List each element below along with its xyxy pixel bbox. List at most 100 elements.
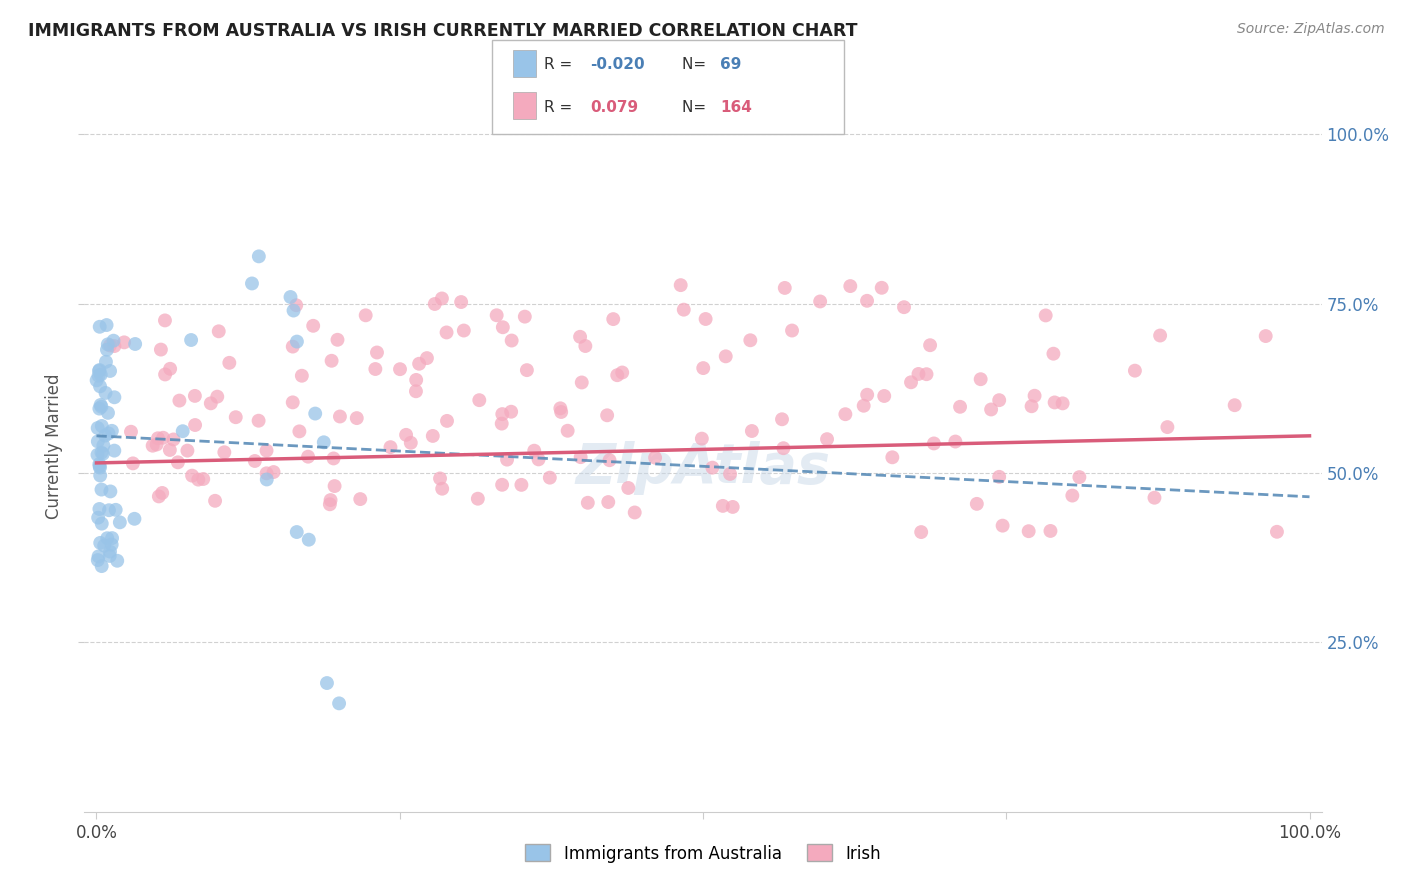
Point	[108, 516, 131, 530]
Point	[87, 368, 110, 383]
Point	[89, 401, 111, 416]
Point	[389, 362, 412, 376]
Point	[571, 376, 593, 390]
Point	[256, 473, 278, 487]
Point	[436, 326, 458, 340]
Point	[302, 318, 325, 333]
Point	[453, 324, 475, 338]
Point	[550, 405, 572, 419]
Point	[146, 431, 169, 445]
Point	[690, 432, 713, 446]
Point	[285, 298, 308, 312]
Point	[598, 495, 620, 509]
Point	[399, 435, 422, 450]
Text: R =: R =	[544, 100, 578, 115]
Point	[966, 497, 988, 511]
Point	[1024, 389, 1046, 403]
Point	[323, 479, 346, 493]
Point	[281, 340, 304, 354]
Point	[882, 450, 904, 465]
Point	[569, 450, 592, 464]
Point	[1043, 395, 1066, 409]
Point	[319, 497, 342, 511]
Y-axis label: Currently Married: Currently Married	[45, 373, 63, 519]
Point	[86, 421, 108, 435]
Point	[467, 491, 489, 506]
Point	[606, 368, 628, 383]
Point	[89, 457, 111, 471]
Point	[187, 473, 209, 487]
Point	[430, 292, 453, 306]
Point	[873, 389, 896, 403]
Point	[513, 310, 536, 324]
Point	[491, 407, 513, 421]
Point	[949, 400, 972, 414]
Point	[256, 443, 278, 458]
Point	[89, 502, 111, 516]
Point	[1018, 524, 1040, 539]
Point	[90, 445, 112, 459]
Point	[1156, 420, 1178, 434]
Point	[1265, 524, 1288, 539]
Point	[94, 428, 117, 442]
Point	[349, 492, 371, 507]
Point	[90, 419, 112, 434]
Point	[100, 484, 122, 499]
Point	[915, 368, 938, 382]
Point	[1062, 489, 1084, 503]
Point	[988, 393, 1011, 408]
Point	[153, 313, 176, 327]
Point	[101, 424, 124, 438]
Point	[176, 443, 198, 458]
Point	[672, 302, 695, 317]
Point	[297, 450, 319, 464]
Point	[283, 303, 305, 318]
Point	[516, 363, 538, 377]
Point	[101, 531, 124, 545]
Point	[184, 417, 207, 432]
Point	[1035, 309, 1057, 323]
Point	[93, 539, 115, 553]
Point	[326, 333, 349, 347]
Point	[159, 361, 181, 376]
Text: 69: 69	[720, 57, 741, 72]
Point	[98, 338, 121, 352]
Point	[90, 483, 112, 497]
Point	[329, 409, 352, 424]
Point	[288, 425, 311, 439]
Text: Source: ZipAtlas.com: Source: ZipAtlas.com	[1237, 22, 1385, 37]
Point	[145, 437, 167, 451]
Point	[1149, 328, 1171, 343]
Point	[316, 676, 339, 690]
Point	[669, 278, 692, 293]
Point	[148, 490, 170, 504]
Point	[1123, 364, 1146, 378]
Point	[285, 334, 308, 349]
Point	[644, 450, 666, 465]
Point	[366, 345, 388, 359]
Point	[808, 294, 831, 309]
Point	[485, 308, 508, 322]
Point	[496, 452, 519, 467]
Point	[225, 410, 247, 425]
Point	[969, 372, 991, 386]
Point	[150, 486, 173, 500]
Point	[87, 434, 110, 449]
Point	[780, 324, 803, 338]
Point	[124, 512, 146, 526]
Point	[550, 401, 572, 416]
Point	[291, 368, 314, 383]
Point	[169, 393, 191, 408]
Point	[96, 318, 118, 332]
Point	[89, 319, 111, 334]
Point	[695, 312, 717, 326]
Legend: Immigrants from Australia, Irish: Immigrants from Australia, Irish	[519, 838, 887, 869]
Point	[104, 503, 127, 517]
Point	[839, 279, 862, 293]
Point	[491, 477, 513, 491]
Point	[243, 454, 266, 468]
Point	[432, 482, 454, 496]
Point	[90, 516, 112, 531]
Point	[711, 499, 734, 513]
Point	[538, 470, 561, 484]
